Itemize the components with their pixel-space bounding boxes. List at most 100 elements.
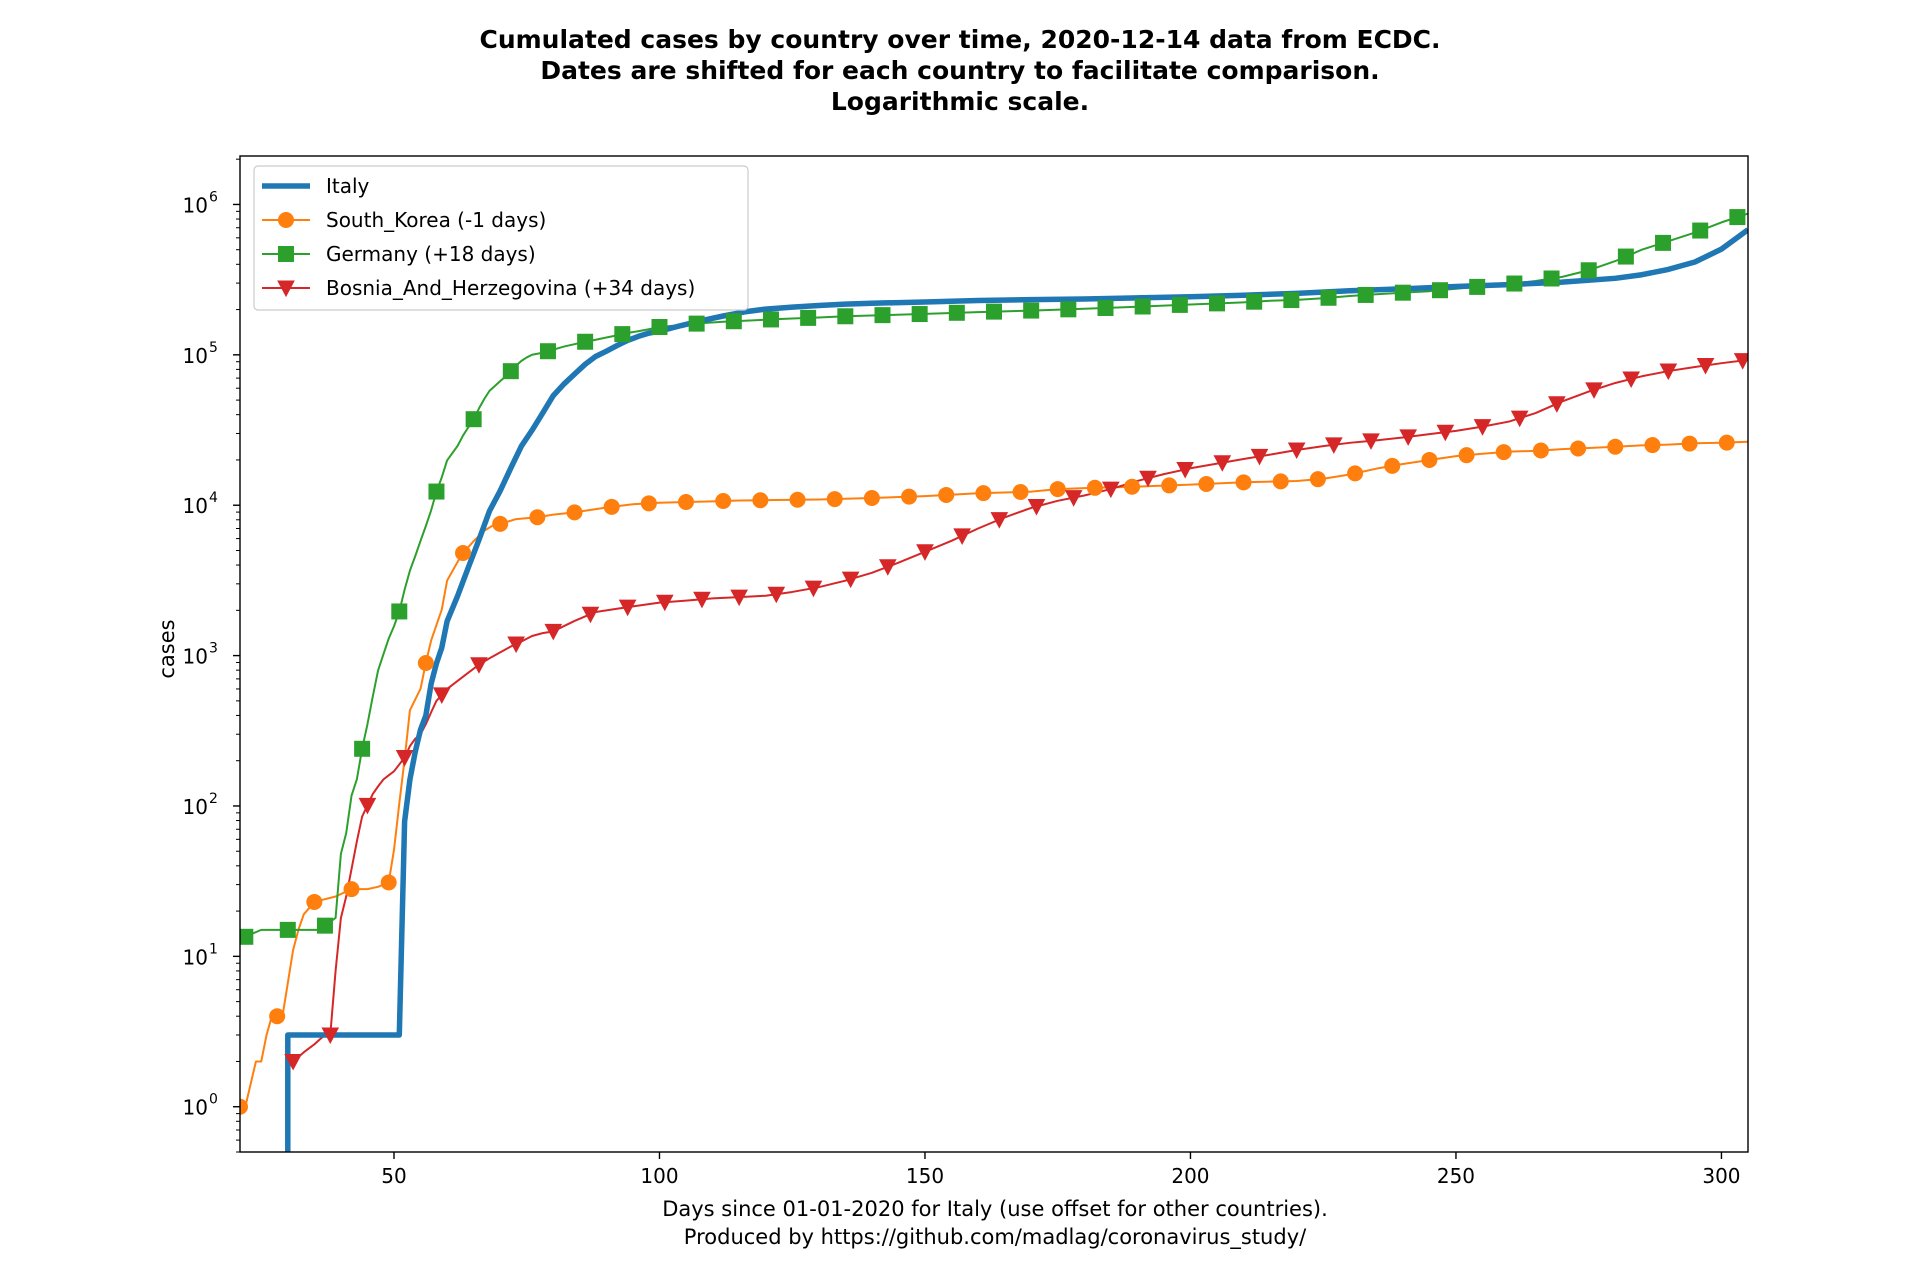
data-point-bosnia-and-herzegovina-34-days-37 — [1659, 363, 1678, 381]
data-point-germany-18-days-23 — [1097, 299, 1114, 316]
x-tick-label-200: 200 — [1171, 1164, 1209, 1188]
legend-label-bosnia-and-herzegovina-34-days: Bosnia_And_Herzegovina (+34 days) — [326, 276, 695, 300]
data-point-germany-18-days-17 — [874, 307, 891, 324]
data-point-germany-18-days-11 — [651, 319, 668, 336]
data-point-bosnia-and-herzegovina-34-days-26 — [1250, 448, 1269, 466]
data-point-germany-18-days-35 — [1543, 270, 1560, 287]
data-point-germany-18-days-6 — [465, 411, 482, 428]
data-point-bosnia-and-herzegovina-34-days-5 — [470, 657, 488, 674]
data-point-bosnia-and-herzegovina-34-days-36 — [1622, 371, 1641, 389]
data-point-bosnia-and-herzegovina-34-days-27 — [1287, 442, 1306, 460]
data-point-bosnia-and-herzegovina-34-days-8 — [581, 606, 600, 624]
data-point-bosnia-and-herzegovina-34-days-3 — [395, 750, 414, 767]
marker-layer — [240, 209, 1748, 1115]
data-point-germany-18-days-22 — [1060, 301, 1077, 318]
data-point-south-korea-1-days-17 — [863, 490, 880, 507]
data-point-south-korea-1-days-29 — [1309, 471, 1326, 488]
legend-box — [253, 165, 749, 311]
data-point-germany-18-days-20 — [986, 303, 1002, 320]
data-point-germany-18-days-40 — [1729, 209, 1746, 226]
data-point-south-korea-1-days-2 — [306, 893, 323, 910]
data-point-bosnia-and-herzegovina-34-days-17 — [916, 544, 934, 561]
data-point-south-korea-1-days-16 — [826, 491, 843, 508]
y-tick-exponent-6: 6 — [209, 189, 218, 205]
data-point-germany-18-days-12 — [688, 315, 705, 332]
x-tick-label-250: 250 — [1437, 1164, 1475, 1188]
y-tick-exponent-4: 4 — [209, 490, 218, 506]
x-axis-label-line-2: Produced by https://github.com/madlag/co… — [683, 1225, 1307, 1249]
data-point-bosnia-and-herzegovina-34-days-39 — [1733, 353, 1748, 370]
data-point-south-korea-1-days-14 — [752, 492, 769, 509]
data-point-germany-18-days-27 — [1246, 293, 1263, 310]
x-axis-label-line-1: Days since 01-01-2020 for Italy (use off… — [662, 1197, 1328, 1221]
data-point-south-korea-1-days-15 — [789, 491, 806, 508]
data-point-bosnia-and-herzegovina-34-days-35 — [1585, 382, 1603, 399]
chart-title-line-1: Cumulated cases by country over time, 20… — [479, 25, 1441, 54]
x-tick-label-100: 100 — [640, 1164, 678, 1188]
data-point-bosnia-and-herzegovina-34-days-14 — [804, 580, 823, 598]
data-point-bosnia-and-herzegovina-34-days-11 — [693, 591, 711, 609]
data-point-bosnia-and-herzegovina-34-days-31 — [1436, 424, 1455, 442]
data-point-south-korea-1-days-36 — [1570, 440, 1587, 457]
data-point-bosnia-and-herzegovina-34-days-4 — [432, 687, 451, 704]
data-point-bosnia-and-herzegovina-34-days-23 — [1139, 470, 1157, 488]
data-point-bosnia-and-herzegovina-34-days-13 — [767, 586, 786, 604]
y-tick-exponent-2: 2 — [209, 791, 218, 807]
legend-marker-bosnia-and-herzegovina-34-days — [277, 280, 295, 298]
plot-frame — [239, 155, 1749, 1153]
data-point-bosnia-and-herzegovina-34-days-22 — [1101, 481, 1120, 499]
data-point-south-korea-1-days-34 — [1495, 444, 1512, 461]
data-point-germany-18-days-39 — [1692, 222, 1709, 239]
data-point-germany-18-days-15 — [800, 309, 817, 326]
data-point-bosnia-and-herzegovina-34-days-38 — [1696, 357, 1715, 375]
y-tick-label-4: 10 — [183, 494, 208, 518]
data-point-south-korea-1-days-6 — [455, 544, 472, 561]
data-point-south-korea-1-days-12 — [678, 493, 695, 510]
x-tick-label-50: 50 — [381, 1164, 406, 1188]
legend-marker-south-korea-1-days — [278, 212, 294, 228]
legend-marker-germany-18-days — [278, 246, 294, 262]
data-point-germany-18-days-19 — [948, 304, 965, 321]
data-point-south-korea-1-days-19 — [938, 486, 955, 503]
data-point-south-korea-1-days-26 — [1198, 475, 1215, 492]
data-point-south-korea-1-days-25 — [1161, 477, 1178, 494]
data-point-bosnia-and-herzegovina-34-days-7 — [544, 623, 563, 641]
series-line-south-korea-1-days — [240, 440, 1748, 1108]
data-point-south-korea-1-days-13 — [715, 493, 732, 510]
x-tick-label-150: 150 — [906, 1164, 944, 1188]
data-point-bosnia-and-herzegovina-34-days-12 — [730, 589, 748, 607]
data-point-germany-18-days-14 — [762, 311, 779, 328]
y-tick-label-5: 10 — [183, 344, 208, 368]
data-point-south-korea-1-days-21 — [1012, 483, 1029, 500]
chart-title-line-2: Dates are shifted for each country to fa… — [540, 56, 1380, 85]
data-point-bosnia-and-herzegovina-34-days-19 — [990, 512, 1009, 529]
x-axis-label: Days since 01-01-2020 for Italy (use off… — [0, 1195, 1920, 1251]
data-point-germany-18-days-7 — [502, 363, 519, 380]
data-point-germany-18-days-38 — [1655, 234, 1672, 251]
data-point-bosnia-and-herzegovina-34-days-6 — [507, 636, 525, 654]
data-point-south-korea-1-days-8 — [529, 509, 546, 526]
y-tick-label-6: 10 — [183, 193, 208, 217]
data-point-germany-18-days-36 — [1580, 262, 1597, 279]
data-point-south-korea-1-days-18 — [901, 488, 918, 505]
data-point-germany-18-days-13 — [725, 313, 742, 330]
x-tick-label-300: 300 — [1702, 1164, 1740, 1188]
data-point-south-korea-1-days-27 — [1235, 474, 1252, 491]
data-point-south-korea-1-days-11 — [640, 495, 657, 512]
data-point-germany-18-days-0 — [240, 928, 254, 945]
data-point-south-korea-1-days-37 — [1607, 438, 1624, 455]
legend-label-italy: Italy — [326, 174, 370, 198]
data-point-south-korea-1-days-22 — [1049, 481, 1066, 498]
data-point-south-korea-1-days-7 — [492, 515, 509, 532]
data-point-germany-18-days-21 — [1023, 302, 1040, 319]
data-point-south-korea-1-days-30 — [1347, 465, 1364, 482]
data-point-bosnia-and-herzegovina-34-days-29 — [1362, 433, 1380, 450]
data-point-germany-18-days-28 — [1283, 292, 1300, 309]
data-point-bosnia-and-herzegovina-34-days-16 — [878, 559, 897, 576]
y-tick-exponent-1: 1 — [209, 941, 218, 957]
data-point-south-korea-1-days-28 — [1272, 473, 1289, 490]
data-point-bosnia-and-herzegovina-34-days-18 — [953, 528, 971, 545]
data-point-south-korea-1-days-33 — [1458, 447, 1475, 464]
